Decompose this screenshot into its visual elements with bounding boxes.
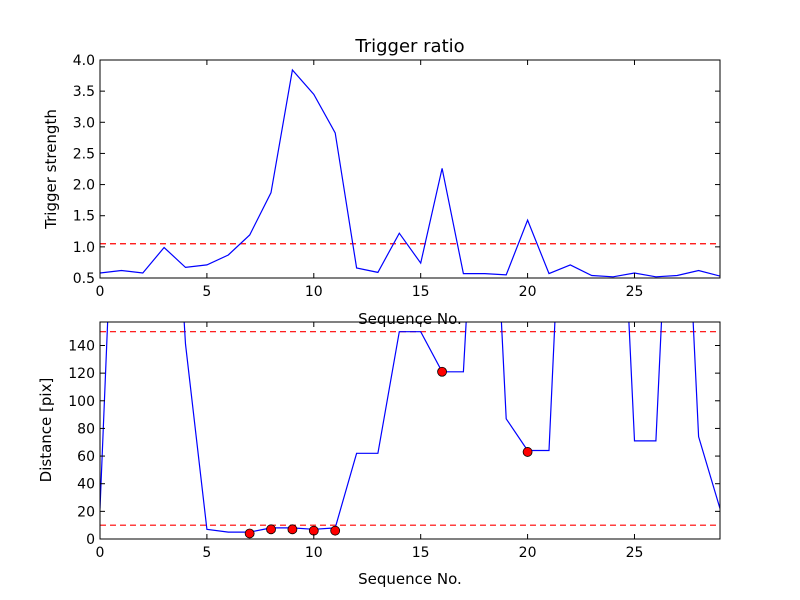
y-tick-label: 100 [68,394,95,410]
series-line-0 [100,322,720,533]
x-tick-label: 5 [202,545,211,561]
x-tick-label: 0 [96,545,105,561]
y-tick-label: 20 [77,504,95,520]
plot-area [100,322,720,539]
top-axes-frame [99,59,721,279]
y-tick-label: 3.0 [73,115,95,131]
y-tick-label: 40 [77,477,95,493]
data-point-marker [287,524,298,535]
data-point-marker [308,525,319,536]
x-tick-label: 20 [519,284,537,300]
x-tick-label: 0 [96,284,105,300]
y-tick-label: 120 [68,366,95,382]
y-tick-label: 1.5 [73,209,95,225]
x-tick-label: 5 [202,284,211,300]
plot-title: Trigger ratio [354,36,464,57]
bottom-axes-frame [99,321,721,540]
top-x-axis-label: Sequence No. [358,310,462,328]
data-point-marker [522,447,533,457]
x-tick-label: 25 [626,284,644,300]
data-point-marker [437,366,447,377]
bottom-x-axis-label: Sequence No. [358,570,462,588]
y-tick-label: 0.5 [73,271,95,287]
y-tick-label: 60 [77,449,95,465]
x-tick-label: 25 [626,545,644,561]
x-tick-label: 10 [305,545,323,561]
y-tick-label: 2.5 [73,146,95,162]
y-tick-label: 2.0 [73,178,95,194]
bottom-y-axis-label: Distance [pix] [37,378,55,483]
y-tick-label: 3.5 [73,84,95,100]
trigger-ratio-plot: Trigger ratio 0 5 10 15 20 25 0.5 1.0 1.5 2.0 2.5 3… [42,36,721,328]
distance-plot: 0 5 10 15 20 25 0 20 40 60 80 100 120 140 Sequence No… [37,321,721,588]
top-y-axis-label: Trigger strength [42,109,60,230]
y-tick-label: 80 [77,421,95,437]
data-point-marker [244,528,255,539]
x-tick-label: 10 [305,284,323,300]
plot-area [100,68,720,278]
x-tick-label: 15 [412,284,430,300]
x-tick-label: 20 [519,545,537,561]
x-tick-label: 15 [412,545,430,561]
series-line-0 [100,68,720,278]
data-point-marker [266,524,276,535]
y-tick-label: 140 [68,338,95,354]
y-tick-label: 0 [86,532,95,548]
data-point-marker [330,525,341,536]
y-tick-label: 4.0 [73,53,95,69]
y-tick-label: 1.0 [73,240,95,256]
